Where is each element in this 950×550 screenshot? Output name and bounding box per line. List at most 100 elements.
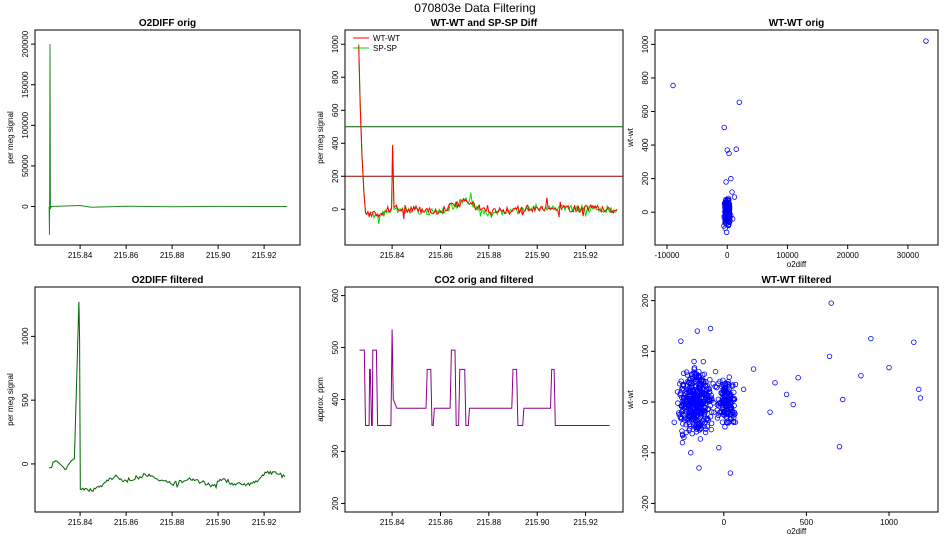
x-tick-label: 215.86 xyxy=(428,251,453,260)
data-point xyxy=(696,406,702,412)
chart-title: CO2 orig and filtered xyxy=(435,275,534,286)
data-point xyxy=(708,426,714,433)
x-tick-label: 215.84 xyxy=(68,251,93,260)
data-point xyxy=(700,358,707,365)
y-tick-label: 200 xyxy=(641,171,650,185)
data-point xyxy=(689,375,696,381)
data-point xyxy=(689,396,695,403)
data-point xyxy=(721,387,727,393)
chart-wtwt-orig: WT-WT orig -10000 0 10000 20000 30000 0 200 400 6… xyxy=(626,18,939,269)
data-point xyxy=(678,410,684,417)
x-tick-label: 0 xyxy=(722,518,727,527)
x-tick-label: 215.88 xyxy=(160,518,185,527)
data-point xyxy=(868,335,874,342)
x-tick-label: 215.88 xyxy=(477,251,502,260)
data-point xyxy=(689,431,695,437)
data-point xyxy=(721,398,727,404)
x-tick-label: 215.90 xyxy=(525,251,550,260)
chart-title: O2DIFF orig xyxy=(139,18,196,29)
data-point xyxy=(687,425,693,432)
x-tick-label: 215.90 xyxy=(206,518,231,527)
data-point xyxy=(674,389,681,395)
data-point xyxy=(710,381,716,387)
data-point xyxy=(700,390,707,397)
data-point xyxy=(916,386,922,393)
data-point xyxy=(725,390,732,396)
data-point xyxy=(677,392,683,398)
y-axis-label: per meg signal xyxy=(6,373,15,426)
data-point xyxy=(726,374,732,380)
data-point xyxy=(726,211,733,217)
data-point xyxy=(726,392,732,399)
y-tick-label: 500 xyxy=(331,340,340,354)
y-tick-label: 400 xyxy=(641,138,650,152)
y-tick-label: 600 xyxy=(331,103,340,117)
data-point xyxy=(707,376,713,383)
data-point xyxy=(767,409,773,415)
y-tick-label: 200000 xyxy=(21,30,30,57)
data-point xyxy=(699,396,706,402)
plot-frame xyxy=(344,29,624,246)
data-point xyxy=(732,381,739,388)
y-tick-label: 100000 xyxy=(21,111,30,138)
data-point xyxy=(707,325,714,332)
data-point xyxy=(724,393,730,399)
data-point xyxy=(718,408,724,414)
y-tick-label: 800 xyxy=(331,70,340,84)
x-tick-label: 215.92 xyxy=(252,251,277,260)
data-point xyxy=(714,415,721,421)
data-point xyxy=(692,417,698,423)
data-point xyxy=(730,409,736,416)
plot-frame xyxy=(34,29,301,246)
y-tick-label: 0 xyxy=(21,461,30,466)
x-axis-label: o2diff xyxy=(787,260,807,269)
data-point xyxy=(694,393,701,399)
plot-area xyxy=(671,300,924,476)
x-tick-label: 215.90 xyxy=(525,518,550,527)
data-point xyxy=(703,386,710,392)
data-point xyxy=(790,401,796,408)
chart-wtwt-filtered: WT-WT filtered 0 500 1000 -200 -100 0 100 200 wt-… xyxy=(626,275,939,536)
y-axis-label: wt-wt xyxy=(626,389,635,409)
data-point xyxy=(726,419,733,425)
plot-area xyxy=(359,329,610,426)
series-line-wt-wt xyxy=(358,45,618,220)
data-point xyxy=(836,443,843,450)
data-point xyxy=(702,429,709,436)
y-axis-label: wt-wt xyxy=(626,127,635,147)
data-point xyxy=(722,424,728,430)
y-axis-label: per meg signal xyxy=(6,111,15,164)
data-point xyxy=(696,374,702,380)
y-tick-label: 1000 xyxy=(641,35,650,53)
legend-label: WT-WT xyxy=(373,34,400,43)
y-tick-label: 0 xyxy=(641,399,650,404)
y-tick-label: 200 xyxy=(331,496,340,510)
y-tick-label: 0 xyxy=(331,207,340,212)
data-point xyxy=(708,409,715,415)
data-point xyxy=(692,384,699,390)
data-point xyxy=(678,403,684,409)
series-line-o2diff xyxy=(48,44,288,235)
data-point xyxy=(700,385,706,391)
data-point xyxy=(681,417,688,423)
data-point xyxy=(679,432,686,439)
data-point xyxy=(683,391,689,397)
data-point xyxy=(699,377,705,384)
data-point xyxy=(705,406,711,413)
data-point xyxy=(795,374,801,381)
x-tick-label: 215.88 xyxy=(160,251,185,260)
y-tick-label: 200 xyxy=(331,169,340,183)
data-point xyxy=(722,380,729,386)
y-tick-label: 1000 xyxy=(21,327,30,345)
plot-frame xyxy=(34,286,301,513)
data-point xyxy=(826,353,833,360)
x-tick-label: 215.92 xyxy=(573,518,598,527)
data-point xyxy=(729,189,735,195)
data-point xyxy=(716,444,722,451)
plot-frame xyxy=(654,29,939,246)
y-tick-label: -100 xyxy=(641,444,650,461)
data-point xyxy=(722,225,728,231)
plot-frame xyxy=(344,286,624,513)
y-tick-label: -200 xyxy=(641,495,650,512)
